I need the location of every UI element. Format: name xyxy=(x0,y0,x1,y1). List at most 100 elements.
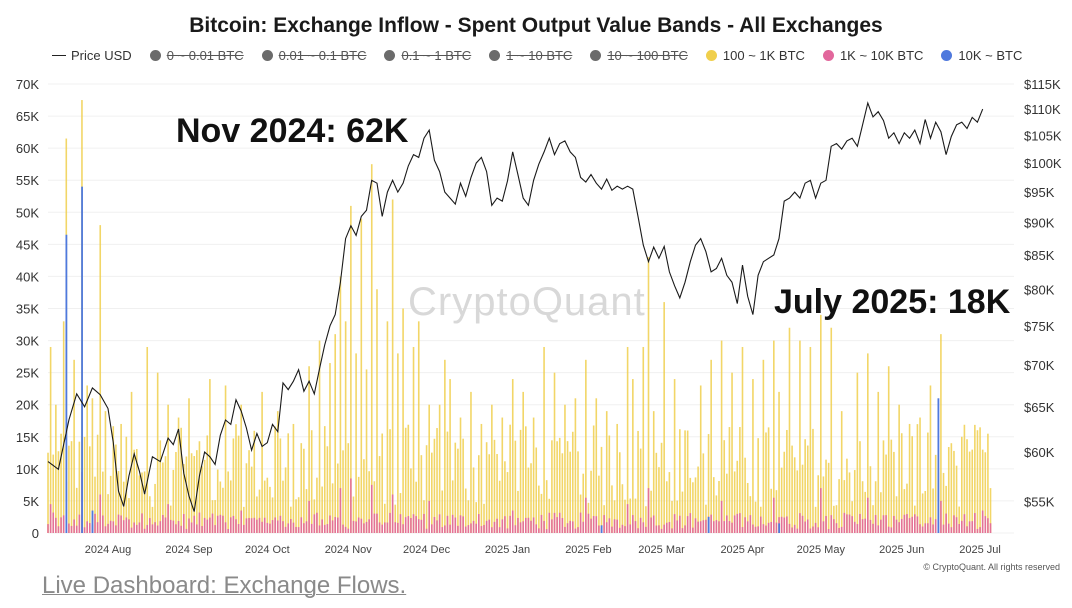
bar-1k-10k xyxy=(621,524,624,533)
bar-100-1k xyxy=(222,487,224,533)
bar-100-1k xyxy=(70,441,73,533)
x-tick-label: 2025 Jan xyxy=(485,544,530,556)
price-line xyxy=(47,101,984,512)
legend-item-band-100-1k[interactable]: 100 ~ 1K BTC xyxy=(705,48,805,63)
bar-100-1k xyxy=(73,359,75,533)
bar-1k-10k xyxy=(571,521,574,533)
bar-1k-10k xyxy=(668,522,671,533)
bar-100-1k xyxy=(900,433,903,533)
legend-item-band-0-001[interactable]: 0 ~ 0.01 BTC xyxy=(149,48,244,63)
bar-1k-10k xyxy=(660,528,663,533)
bar-1k-10k xyxy=(135,524,138,533)
bar-100-1k xyxy=(55,404,57,533)
bar-100-1k xyxy=(167,404,169,533)
legend-item-price[interactable]: Price USD xyxy=(52,48,132,63)
bar-100-1k xyxy=(838,479,840,533)
bar-100-1k xyxy=(733,471,736,533)
bar-100-1k xyxy=(94,476,96,533)
bar-100-1k xyxy=(102,471,104,533)
bar-100-1k xyxy=(449,379,451,533)
bar-100-1k xyxy=(668,472,671,533)
left-tick-label: 15K xyxy=(16,430,39,445)
legend-item-band-10-100[interactable]: 10 ~ 100 BTC xyxy=(590,48,688,63)
dot-icon xyxy=(941,50,953,61)
bar-1k-10k xyxy=(151,524,154,533)
bar-1k-10k xyxy=(188,518,190,533)
bar-100-1k xyxy=(712,477,715,533)
legend-item-band-10k-plus[interactable]: 10K ~ BTC xyxy=(941,48,1022,63)
bar-100-1k xyxy=(558,437,561,533)
bar-100-1k xyxy=(532,417,535,533)
bar-100-1k xyxy=(470,391,472,533)
bar-1k-10k xyxy=(924,523,927,533)
bar-1k-10k xyxy=(898,522,900,533)
bar-100-1k xyxy=(590,470,592,533)
bar-100-1k xyxy=(812,428,814,533)
bar-1k-10k xyxy=(585,497,587,533)
x-tick-label: 2025 Mar xyxy=(638,544,685,556)
bar-1k-10k xyxy=(428,500,430,533)
bar-1k-10k xyxy=(932,524,934,533)
legend-item-band-1k-10k[interactable]: 1K ~ 10K BTC xyxy=(822,48,923,63)
right-tick-label: $65K xyxy=(1024,400,1055,415)
bar-1k-10k xyxy=(556,517,558,533)
bar-1k-10k xyxy=(263,517,266,533)
bar-100-1k xyxy=(984,452,987,533)
bar-1k-10k xyxy=(927,523,929,533)
bar-1k-10k xyxy=(290,518,292,533)
bar-1k-10k xyxy=(527,517,530,533)
legend-item-band-01-1[interactable]: 0.1 ~ 1 BTC xyxy=(384,48,471,63)
bar-100-1k xyxy=(475,502,477,533)
bar-1k-10k xyxy=(112,521,115,533)
legend-item-band-001-01[interactable]: 0.01 ~ 0.1 BTC xyxy=(261,48,366,63)
bar-1k-10k xyxy=(955,517,958,533)
bar-1k-10k xyxy=(535,524,538,533)
left-tick-label: 65K xyxy=(16,109,39,124)
x-tick-label: 2025 Jun xyxy=(879,544,924,556)
legend-item-band-1-10[interactable]: 1 ~ 10 BTC xyxy=(489,48,572,63)
right-tick-label: $55K xyxy=(1024,494,1055,509)
bar-100-1k xyxy=(898,404,900,533)
bar-1k-10k xyxy=(318,525,321,533)
bar-100-1k xyxy=(128,498,130,533)
bar-1k-10k xyxy=(757,526,759,533)
bar-1k-10k xyxy=(780,516,783,533)
bar-100-1k xyxy=(504,461,506,533)
bar-100-1k xyxy=(927,432,929,533)
bar-1k-10k xyxy=(297,527,300,533)
bar-1k-10k xyxy=(357,517,360,533)
bar-1k-10k xyxy=(577,527,579,533)
bar-1k-10k xyxy=(274,517,276,533)
bar-1k-10k xyxy=(679,515,681,533)
bar-1k-10k xyxy=(102,515,104,533)
bar-1k-10k xyxy=(553,512,556,533)
bar-1k-10k xyxy=(715,520,718,533)
bar-1k-10k xyxy=(214,525,216,533)
bar-100-1k xyxy=(673,379,676,533)
bar-1k-10k xyxy=(250,518,253,533)
bar-100-1k xyxy=(853,470,856,533)
bar-100-1k xyxy=(355,353,357,533)
bar-100-1k xyxy=(621,484,624,533)
bar-100-1k xyxy=(947,447,950,533)
bar-1k-10k xyxy=(384,522,386,533)
bar-100-1k xyxy=(347,443,350,533)
bar-1k-10k xyxy=(180,525,182,533)
bar-1k-10k xyxy=(762,524,765,533)
bar-100-1k xyxy=(835,505,838,533)
bar-100-1k xyxy=(135,449,138,533)
bar-1k-10k xyxy=(376,513,378,533)
bar-100-1k xyxy=(963,424,966,533)
bar-1k-10k xyxy=(104,526,107,533)
bar-1k-10k xyxy=(219,514,222,533)
live-dashboard-link[interactable]: Live Dashboard: Exchange Flows. xyxy=(42,572,407,599)
bar-1k-10k xyxy=(914,514,916,533)
bar-100-1k xyxy=(261,391,263,533)
bar-1k-10k xyxy=(511,510,514,533)
bar-100-1k xyxy=(864,491,867,533)
bar-100-1k xyxy=(216,469,219,533)
bar-100-1k xyxy=(175,452,177,533)
bar-1k-10k xyxy=(976,528,979,533)
right-tick-label: $75K xyxy=(1024,319,1055,334)
